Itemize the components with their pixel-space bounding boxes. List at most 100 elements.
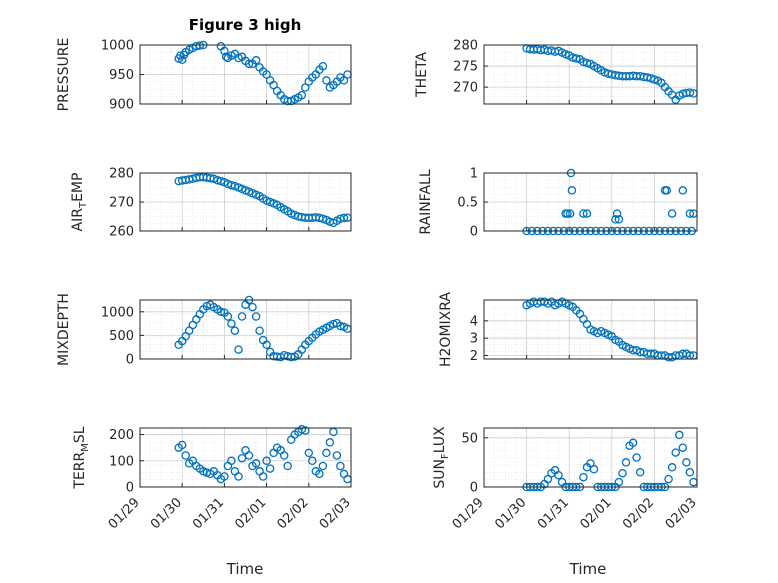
data-point: [181, 451, 190, 460]
y-tick-label: 0: [470, 225, 478, 240]
x-tick-label: 02/01: [232, 495, 269, 532]
data-point: [234, 345, 243, 354]
y-tick-label: 270: [109, 196, 134, 211]
axes-box: [139, 172, 352, 232]
data-point: [628, 438, 638, 448]
panel-rainfall: 1 0.5 0 RAINFALL: [418, 167, 698, 240]
data-point: [244, 59, 254, 69]
data-point: [237, 453, 247, 463]
axes-box: [139, 44, 352, 105]
y-tick-label: 260: [109, 225, 134, 240]
data-point: [618, 468, 627, 478]
data-point: [632, 453, 641, 462]
data-point: [192, 315, 201, 324]
major-grid: [526, 300, 655, 359]
data-point: [662, 186, 672, 195]
minor-grid: [484, 45, 697, 104]
data-point: [579, 472, 588, 482]
series-air_temp: [174, 172, 352, 228]
y-tick-label: 100: [109, 454, 134, 469]
data-point: [237, 312, 247, 321]
axes-box: [483, 299, 698, 360]
panel-pressure: 1000 950 900 PRESSURE: [56, 38, 352, 113]
x-tick-label: 02/02: [275, 495, 312, 532]
y-axis-label: PRESSURE: [56, 38, 72, 112]
data-point: [563, 209, 572, 218]
y-tick-label: 1: [470, 167, 478, 182]
x-tick-label: 01/29: [450, 495, 487, 532]
data-point: [318, 61, 328, 71]
axes-box: [139, 427, 352, 488]
axes-box: [483, 427, 698, 488]
series-theta: [522, 44, 698, 105]
data-point: [286, 352, 296, 362]
data-point: [269, 448, 278, 458]
y-axis-label: AIRTEMP: [70, 173, 89, 232]
x-tick-label: 01/30: [492, 495, 529, 532]
panel-air_temp: 280 270 260 AIRTEMP: [70, 167, 352, 240]
x-tick-label: 02/01: [578, 495, 615, 532]
y-tick-label: 0.5: [457, 196, 478, 211]
y-tick-label: 4: [470, 314, 478, 329]
x-tick-label: 01/29: [106, 495, 143, 532]
data-point: [572, 54, 581, 63]
data-point: [301, 426, 310, 435]
series-terr_msl: [174, 425, 352, 484]
figure-title: Figure 3 high: [189, 16, 302, 34]
data-point: [554, 470, 563, 480]
x-tick-label: 02/03: [663, 495, 700, 532]
x-axis-label-left: Time: [226, 560, 264, 578]
data-point: [262, 340, 271, 350]
data-point: [223, 461, 233, 471]
data-point: [230, 326, 240, 335]
series-sun_flux: [522, 430, 698, 492]
data-point: [244, 451, 254, 460]
y-tick-label: 900: [109, 98, 134, 113]
series-pressure: [174, 40, 352, 106]
y-tick-label: 280: [109, 167, 134, 182]
data-point: [589, 465, 599, 474]
y-axis-label: MIXDEPTH: [56, 293, 72, 366]
panel-terr_msl: 200 100 0 TERRMSL 01/29 01/30 01/31 02/01 02/02 0…: [72, 425, 354, 532]
data-point: [177, 440, 187, 450]
data-point: [283, 461, 292, 471]
data-point: [220, 46, 229, 56]
data-point: [671, 448, 680, 457]
data-point: [667, 463, 677, 472]
data-point: [582, 209, 592, 218]
axes-box: [483, 44, 698, 105]
data-point: [336, 321, 345, 331]
data-point: [322, 448, 331, 458]
data-point: [664, 474, 673, 484]
y-tick-label: 1000: [101, 39, 134, 54]
data-point: [635, 468, 645, 477]
x-tick-label: 01/30: [148, 495, 185, 532]
data-point: [221, 52, 231, 62]
data-point: [255, 326, 264, 335]
data-point: [308, 456, 317, 466]
major-grid: [526, 428, 655, 487]
panel-sun_flux: 50 0 SUNFLUX 01/29 01/30 01/31 02/01 02/02 02/03: [432, 426, 700, 532]
data-point: [251, 56, 261, 65]
data-point: [304, 448, 314, 458]
data-point: [251, 312, 261, 321]
data-point: [220, 472, 229, 481]
data-point: [223, 312, 233, 321]
data-point: [543, 474, 553, 484]
data-point: [318, 461, 328, 471]
y-axis-label: H2OMIXRA: [438, 292, 454, 367]
data-point: [332, 451, 342, 460]
data-point: [685, 88, 695, 97]
data-point: [611, 215, 620, 224]
y-axis-label: TERRMSL: [72, 426, 91, 489]
data-point: [227, 456, 236, 466]
data-point: [582, 58, 592, 68]
data-point: [685, 468, 695, 477]
data-point: [336, 461, 345, 471]
x-axis-label-right: Time: [569, 560, 607, 578]
data-point: [265, 464, 275, 473]
y-tick-label: 200: [109, 428, 134, 443]
data-point: [255, 467, 264, 476]
data-point: [612, 209, 622, 218]
